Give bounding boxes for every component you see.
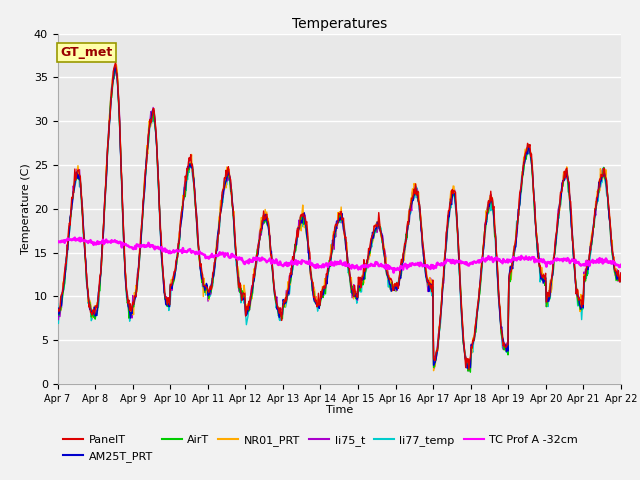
li75_t <box>64 247 72 253</box>
li75_t <box>123 287 131 292</box>
AM25T_PRT <box>408 198 416 204</box>
NR01_PRT <box>617 276 625 282</box>
PanelT <box>54 309 61 315</box>
li75_t <box>464 368 472 374</box>
PanelT <box>180 193 188 199</box>
NR01_PRT <box>113 61 120 67</box>
AirT <box>617 278 625 284</box>
PanelT <box>123 288 131 293</box>
PanelT <box>465 367 473 372</box>
TC Prof A -32cm <box>410 262 417 267</box>
PanelT <box>112 60 120 65</box>
li75_t <box>408 189 416 194</box>
li77_temp <box>180 189 188 195</box>
NR01_PRT <box>180 196 188 202</box>
Line: AirT: AirT <box>58 69 621 372</box>
TC Prof A -32cm <box>390 270 397 276</box>
AirT <box>467 369 474 375</box>
li77_temp <box>123 295 131 300</box>
li75_t <box>210 273 218 278</box>
li77_temp <box>408 190 416 196</box>
PanelT <box>210 268 218 274</box>
NR01_PRT <box>425 277 433 283</box>
PanelT <box>64 239 72 245</box>
NR01_PRT <box>429 368 437 373</box>
TC Prof A -32cm <box>426 264 433 270</box>
TC Prof A -32cm <box>123 242 131 248</box>
AM25T_PRT <box>64 244 72 250</box>
AM25T_PRT <box>111 63 118 69</box>
TC Prof A -32cm <box>617 262 625 268</box>
AM25T_PRT <box>617 273 625 278</box>
TC Prof A -32cm <box>71 235 79 240</box>
NR01_PRT <box>123 288 131 293</box>
Line: PanelT: PanelT <box>58 62 621 370</box>
AirT <box>54 312 61 318</box>
li77_temp <box>425 285 433 291</box>
AirT <box>123 290 131 296</box>
Y-axis label: Temperature (C): Temperature (C) <box>21 163 31 254</box>
Line: TC Prof A -32cm: TC Prof A -32cm <box>58 238 621 273</box>
AM25T_PRT <box>425 288 433 294</box>
NR01_PRT <box>408 186 416 192</box>
PanelT <box>408 195 416 201</box>
li75_t <box>112 64 120 70</box>
AM25T_PRT <box>54 313 61 319</box>
Title: Temperatures: Temperatures <box>292 17 387 31</box>
AirT <box>210 274 218 279</box>
X-axis label: Time: Time <box>326 405 353 415</box>
li77_temp <box>54 301 61 307</box>
AM25T_PRT <box>123 288 131 294</box>
NR01_PRT <box>210 274 218 280</box>
li75_t <box>180 195 188 201</box>
AirT <box>425 286 433 291</box>
li77_temp <box>112 69 120 75</box>
AirT <box>64 243 72 249</box>
li77_temp <box>210 274 218 279</box>
li77_temp <box>64 246 72 252</box>
TC Prof A -32cm <box>64 236 72 241</box>
li75_t <box>425 276 433 282</box>
AirT <box>112 66 120 72</box>
AirT <box>408 196 416 202</box>
Line: li75_t: li75_t <box>58 67 621 371</box>
Line: li77_temp: li77_temp <box>58 72 621 368</box>
NR01_PRT <box>64 241 72 247</box>
AM25T_PRT <box>210 274 218 279</box>
li75_t <box>617 270 625 276</box>
Legend: PanelT, AM25T_PRT, AirT, NR01_PRT, li75_t, li77_temp, TC Prof A -32cm: PanelT, AM25T_PRT, AirT, NR01_PRT, li75_… <box>63 435 578 462</box>
TC Prof A -32cm <box>180 249 188 255</box>
li77_temp <box>466 365 474 371</box>
li75_t <box>54 315 61 321</box>
AM25T_PRT <box>180 195 188 201</box>
NR01_PRT <box>54 308 61 314</box>
PanelT <box>617 270 625 276</box>
li77_temp <box>617 271 625 276</box>
Text: GT_met: GT_met <box>60 46 113 59</box>
TC Prof A -32cm <box>54 240 61 245</box>
Line: NR01_PRT: NR01_PRT <box>58 64 621 371</box>
Line: AM25T_PRT: AM25T_PRT <box>58 66 621 368</box>
AM25T_PRT <box>463 365 471 371</box>
TC Prof A -32cm <box>210 254 218 260</box>
AirT <box>180 195 188 201</box>
PanelT <box>425 282 433 288</box>
